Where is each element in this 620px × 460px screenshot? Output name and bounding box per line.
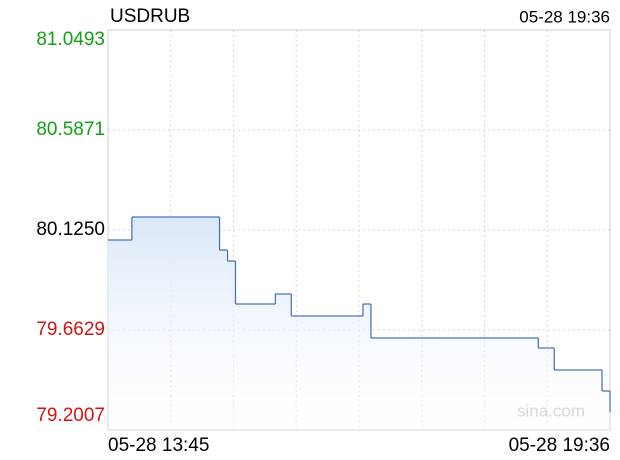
chart-title: USDRUB bbox=[110, 6, 190, 27]
y-tick-label: 81.0493 bbox=[36, 29, 105, 50]
x-tick-label: 05-28 13:45 bbox=[108, 435, 209, 456]
y-tick-label: 79.6629 bbox=[36, 319, 105, 340]
y-tick-label: 79.2007 bbox=[36, 405, 105, 426]
updated-time: 05-28 19:36 bbox=[519, 7, 610, 26]
x-tick-label: 05-28 19:36 bbox=[509, 435, 610, 456]
y-tick-label: 80.5871 bbox=[36, 119, 105, 140]
y-tick-label: 80.1250 bbox=[36, 219, 105, 240]
area-fill bbox=[108, 216, 610, 430]
watermark: sina.com bbox=[517, 401, 585, 420]
